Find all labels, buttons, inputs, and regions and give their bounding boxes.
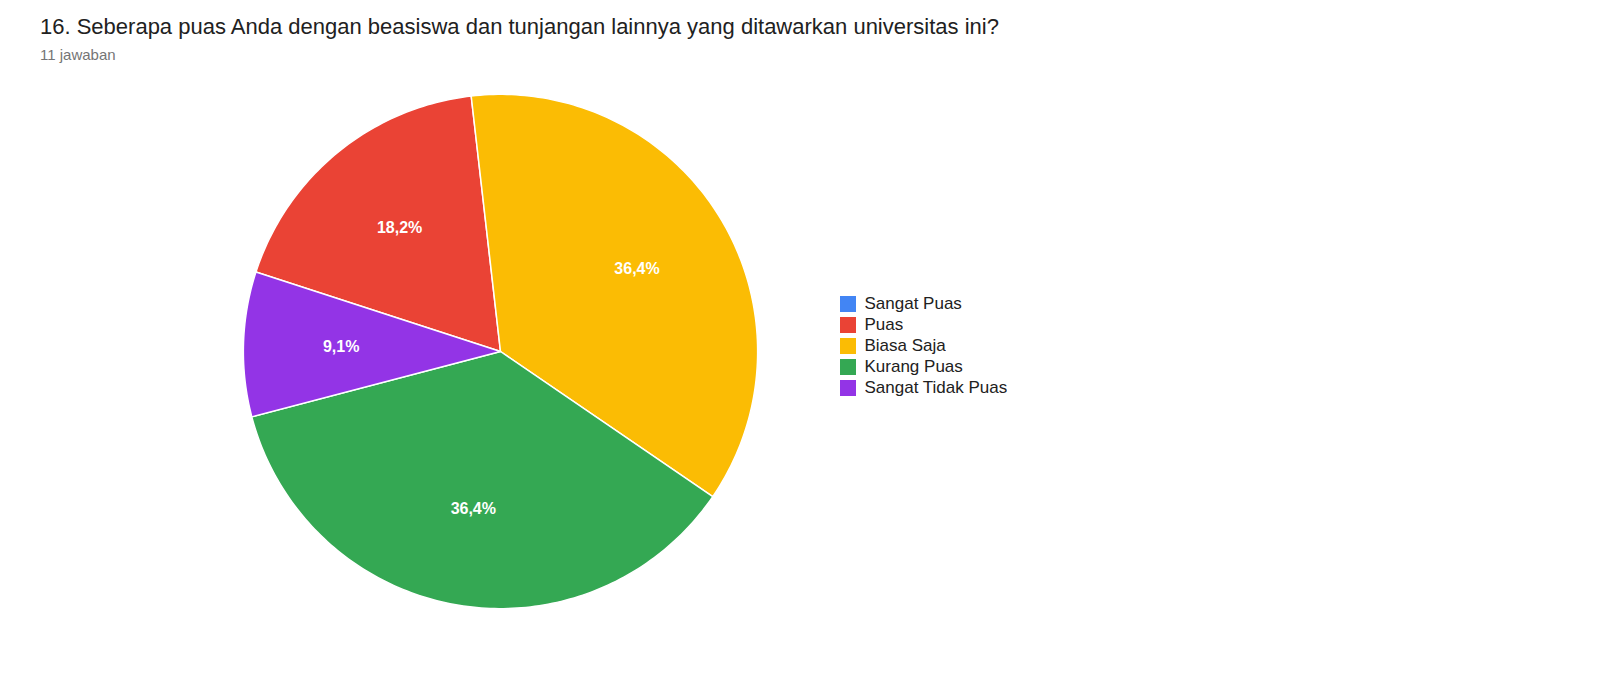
svg-text:36,4%: 36,4% (614, 260, 659, 277)
svg-text:18,2%: 18,2% (377, 219, 422, 236)
html-text:Sangat Tidak Puas: Sangat Tidak Puas (864, 378, 1008, 398)
html-text:Puas: Puas (864, 315, 904, 335)
html-text:11 jawaban: 11 jawaban (40, 46, 116, 63)
svg-text:9,1%: 9,1% (323, 338, 359, 355)
svg-text:36,4%: 36,4% (451, 500, 496, 517)
html-text:Sangat Puas: Sangat Puas (864, 294, 962, 314)
html-text:Biasa Saja: Biasa Saja (864, 336, 946, 356)
html-text:Kurang Puas: Kurang Puas (864, 357, 963, 377)
html-text:16. Seberapa puas Anda dengan: 16. Seberapa puas Anda dengan beasiswa d… (40, 14, 999, 39)
